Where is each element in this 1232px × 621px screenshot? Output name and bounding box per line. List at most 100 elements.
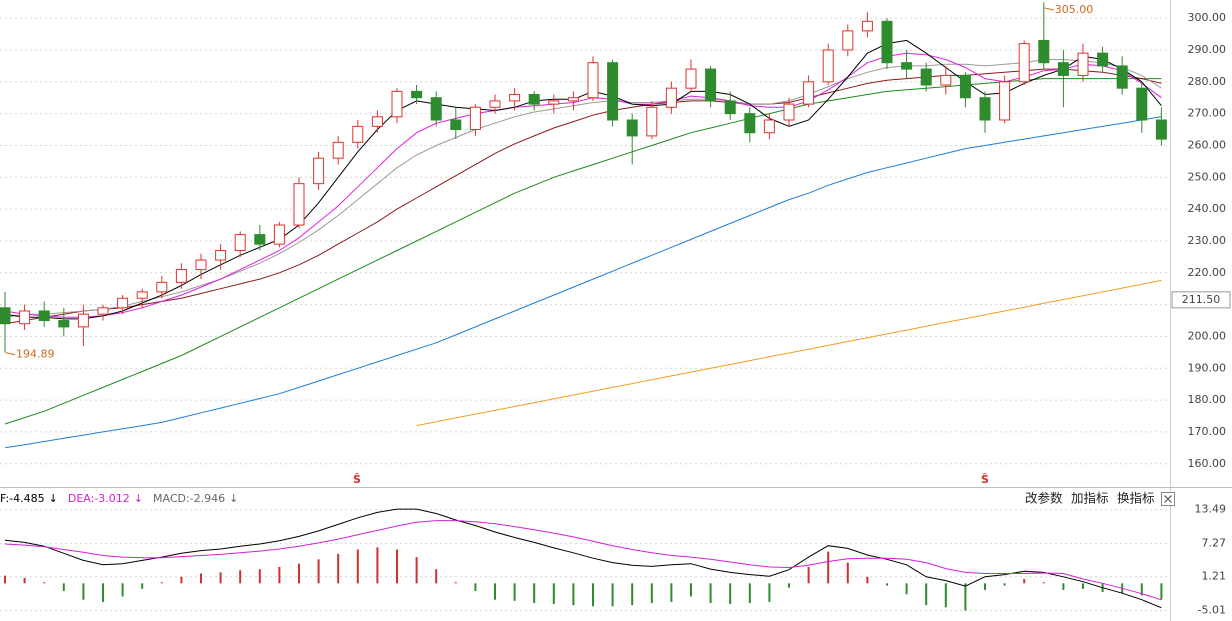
candle-body — [979, 97, 991, 121]
y-tick-label: 230.00 — [1188, 234, 1227, 247]
line — [4, 520, 1162, 601]
y-tick-label: 1.21 — [1202, 570, 1227, 583]
candle-body — [489, 100, 501, 108]
candle-body — [861, 20, 873, 32]
line — [4, 59, 1162, 318]
event-marker: Ŝ — [353, 473, 361, 486]
legend-label: F:-4.485 — [0, 492, 45, 505]
candle-body — [293, 183, 305, 226]
candle-body — [783, 103, 795, 121]
candle-body — [273, 224, 285, 245]
line — [4, 116, 1162, 449]
candle-body — [626, 119, 638, 137]
candle-body — [646, 106, 658, 137]
legend-trend: ↓ — [134, 492, 143, 505]
candle-body — [313, 157, 325, 185]
y-tick-label: 260.00 — [1188, 138, 1227, 151]
line — [4, 52, 1162, 318]
y-tick-label: 190.00 — [1188, 361, 1227, 374]
toolbar-button[interactable]: 换指标 — [1117, 491, 1155, 506]
candle-body — [215, 250, 227, 261]
y-tick-label: 290.00 — [1188, 43, 1227, 56]
candle-body — [665, 87, 677, 108]
candle-body — [19, 310, 31, 325]
candle-body — [705, 68, 717, 102]
y-tick-label: 200.00 — [1188, 329, 1227, 342]
y-tick-label: 7.27 — [1202, 537, 1227, 550]
candle-body — [587, 62, 599, 99]
candle-body — [999, 81, 1011, 121]
candle-body — [0, 307, 11, 325]
last-price-box — [1171, 291, 1231, 309]
candle-body — [901, 62, 913, 70]
candle-body — [1018, 43, 1030, 83]
candle-body — [685, 68, 697, 89]
last-price-label: 211.50 — [1182, 293, 1221, 306]
candle-body — [920, 68, 932, 86]
candle-body — [371, 116, 383, 127]
toolbar-button[interactable]: 加指标 — [1071, 491, 1109, 506]
line — [4, 508, 1162, 609]
y-tick-label: 280.00 — [1188, 75, 1227, 88]
candle-body — [352, 125, 364, 143]
candle-body — [97, 307, 109, 315]
candle-body — [1116, 65, 1128, 89]
candle-body — [58, 320, 70, 328]
candle-body — [567, 97, 579, 102]
candle-body — [528, 94, 540, 105]
y-tick-label: 220.00 — [1188, 266, 1227, 279]
y-tick-label: 160.00 — [1188, 457, 1227, 470]
y-tick-label: 250.00 — [1188, 170, 1227, 183]
candle-body — [1155, 119, 1167, 140]
candle-body — [1038, 39, 1050, 64]
candle-body — [136, 291, 148, 299]
close-button[interactable] — [1161, 492, 1175, 506]
candle-body — [822, 49, 834, 83]
y-tick-label: 180.00 — [1188, 393, 1227, 406]
candle-body — [763, 119, 775, 134]
candle-body — [881, 20, 893, 64]
candle-body — [1097, 52, 1109, 67]
candle-body — [332, 141, 344, 159]
annotation-arrow — [1044, 7, 1054, 11]
candle-body — [391, 90, 403, 118]
candle-body — [842, 30, 854, 51]
candle-body — [450, 119, 462, 131]
candle-body — [607, 62, 619, 121]
toolbar-button[interactable]: 改参数 — [1025, 491, 1063, 506]
legend-trend: ↓ — [49, 492, 58, 505]
candle-body — [156, 281, 168, 293]
candle-body — [175, 269, 187, 283]
candle-body — [430, 97, 442, 121]
candle-body — [959, 74, 971, 99]
y-tick-label: -5.01 — [1198, 604, 1226, 617]
candle-body — [1057, 62, 1069, 76]
candle-body — [509, 94, 521, 102]
annotation-arrow — [5, 352, 16, 356]
y-tick-label: 170.00 — [1188, 425, 1227, 438]
candle-body — [254, 234, 266, 245]
candle-body — [724, 100, 736, 115]
legend-label: DEA:-3.012 — [68, 492, 130, 505]
annotation-label: 305.00 — [1055, 3, 1094, 16]
y-tick-label: 240.00 — [1188, 202, 1227, 215]
candle-body — [38, 310, 50, 322]
candle-body — [469, 106, 481, 131]
y-tick-label: 13.49 — [1195, 503, 1227, 516]
candle-body — [744, 113, 756, 134]
candle-body — [234, 234, 246, 252]
candle-body — [1136, 87, 1148, 121]
legend-label: MACD:-2.946 — [153, 492, 225, 505]
candle-body — [940, 74, 952, 86]
candle-body — [803, 81, 815, 105]
candle-body — [1077, 52, 1089, 76]
candle-body — [548, 100, 560, 105]
candle-body — [77, 313, 89, 328]
event-marker: Ŝ — [981, 473, 989, 486]
candle-body — [411, 90, 423, 99]
candle-body — [195, 259, 207, 271]
candle-body — [117, 297, 129, 309]
legend-trend: ↓ — [229, 492, 238, 505]
y-tick-label: 270.00 — [1188, 107, 1227, 120]
